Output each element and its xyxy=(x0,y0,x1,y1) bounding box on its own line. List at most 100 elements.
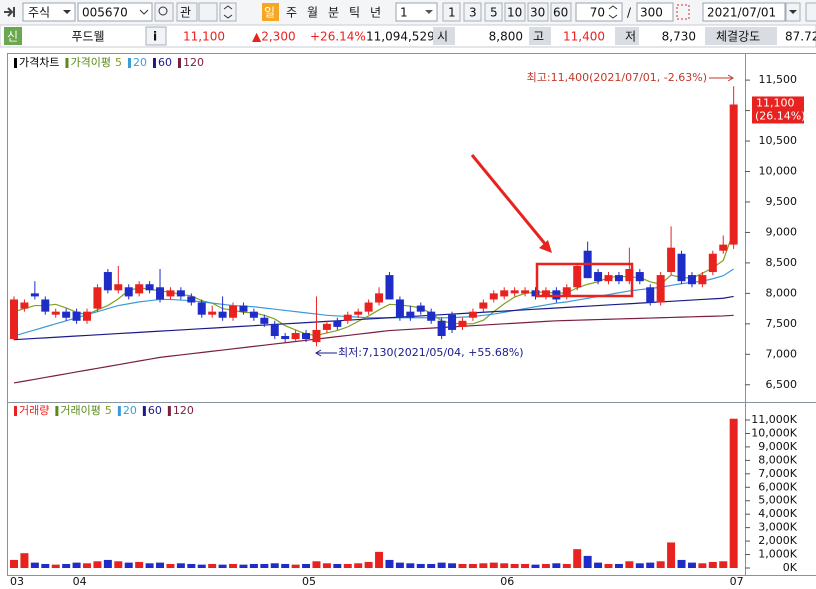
label-box xyxy=(705,27,777,45)
candle-body xyxy=(406,311,415,318)
y-tick-label: 9,000 xyxy=(766,225,798,238)
volume-bar xyxy=(448,563,457,569)
candle-body xyxy=(135,284,144,294)
candle-body xyxy=(145,284,154,291)
icon-button[interactable] xyxy=(676,4,690,20)
y-tick-label: 7,500 xyxy=(766,317,798,330)
period[interactable]: 틱 xyxy=(349,6,360,20)
code-input[interactable] xyxy=(77,2,153,22)
period[interactable]: 년 xyxy=(370,6,381,20)
volume-bar xyxy=(260,563,269,569)
menu-icon[interactable] xyxy=(4,7,15,17)
y-tick-label: 10,000K xyxy=(751,426,797,439)
candle-body xyxy=(83,311,92,321)
candle-body xyxy=(62,311,71,318)
candle-body xyxy=(635,272,644,282)
period[interactable]: 월 xyxy=(307,6,318,20)
market-select[interactable] xyxy=(22,2,76,22)
interval-button[interactable] xyxy=(463,2,482,22)
period[interactable]: 주 xyxy=(286,6,297,20)
dropdown-arrow xyxy=(425,10,433,14)
candle-body xyxy=(239,305,248,312)
total-input[interactable] xyxy=(636,2,674,22)
info-button[interactable] xyxy=(145,26,167,46)
candle-body xyxy=(656,275,665,303)
volume-bar xyxy=(166,563,175,569)
volume-bar xyxy=(531,564,540,569)
candle-body xyxy=(708,253,717,273)
volume-bar xyxy=(583,555,592,569)
x-tick-label: 03 xyxy=(10,575,24,588)
period[interactable]: 분 xyxy=(328,6,339,20)
spin-button[interactable] xyxy=(219,2,237,22)
volume-bar xyxy=(708,561,717,569)
legend-label: 20 xyxy=(133,56,147,69)
y-tick-label: 6,000K xyxy=(758,480,797,493)
candle-body xyxy=(479,302,488,309)
period-selected[interactable] xyxy=(262,3,279,21)
candle-body xyxy=(20,302,29,309)
volume-bar xyxy=(625,561,634,569)
x-tick-label: 05 xyxy=(302,575,316,588)
separator: / xyxy=(627,6,632,20)
volume-bar xyxy=(468,563,477,569)
candle-body xyxy=(187,296,196,303)
candle-body xyxy=(667,247,676,273)
interval-button[interactable] xyxy=(504,2,526,22)
interval-select[interactable] xyxy=(395,2,438,22)
interval-option[interactable]: 5 xyxy=(490,6,498,20)
candle-body xyxy=(375,293,384,303)
candle-body xyxy=(416,305,425,312)
candle-body xyxy=(114,284,123,291)
interval-option[interactable]: 10 xyxy=(507,6,522,20)
interval-button[interactable] xyxy=(484,2,503,22)
y-tick-label: 0K xyxy=(783,561,798,574)
change-rate: +26.14% xyxy=(310,30,366,44)
badge-box xyxy=(4,27,22,45)
volume-bar xyxy=(489,562,498,569)
interval-button[interactable] xyxy=(527,2,549,22)
candle-body xyxy=(604,275,613,282)
volume-bar xyxy=(521,563,530,569)
volume-bar xyxy=(395,562,404,569)
watch-button[interactable] xyxy=(176,2,198,22)
volume-bar xyxy=(479,563,488,569)
period[interactable]: 일 xyxy=(264,6,275,20)
volume-bar xyxy=(302,563,311,569)
legend-marker xyxy=(55,406,59,416)
x-tick-label: 07 xyxy=(730,575,744,588)
more-button[interactable] xyxy=(805,2,816,22)
legend-marker xyxy=(127,58,131,68)
volume-bar xyxy=(458,563,467,569)
legend-marker xyxy=(152,58,156,68)
y-tick-label: 7,000K xyxy=(758,467,797,480)
candle-body xyxy=(719,244,728,251)
interval-option[interactable]: 1 xyxy=(448,6,456,20)
open-label: 시 xyxy=(437,30,448,44)
ma-line xyxy=(13,268,734,337)
volume-bar xyxy=(614,563,623,569)
strength: 87.72 xyxy=(785,30,816,44)
icon-button[interactable] xyxy=(198,2,218,22)
volume-bar xyxy=(375,551,384,569)
volume-bar xyxy=(385,559,394,569)
count: 70 xyxy=(590,6,605,20)
candle-body xyxy=(103,272,112,291)
candle-body xyxy=(364,302,373,312)
interval-button[interactable] xyxy=(550,2,572,22)
volume-bar xyxy=(124,562,133,569)
interval-option[interactable]: 60 xyxy=(553,6,568,20)
interval-button[interactable] xyxy=(442,2,461,22)
candle-body xyxy=(385,275,394,300)
legend-marker xyxy=(142,406,146,416)
last-price-tag xyxy=(752,96,804,124)
info[interactable]: i xyxy=(153,30,157,44)
interval-option[interactable]: 3 xyxy=(469,6,477,20)
candle-body xyxy=(625,268,634,282)
candle-body xyxy=(291,332,300,340)
date-input[interactable] xyxy=(702,2,786,22)
candle-body xyxy=(427,311,436,321)
search-button[interactable] xyxy=(154,2,174,22)
interval-option[interactable]: 30 xyxy=(530,6,545,20)
